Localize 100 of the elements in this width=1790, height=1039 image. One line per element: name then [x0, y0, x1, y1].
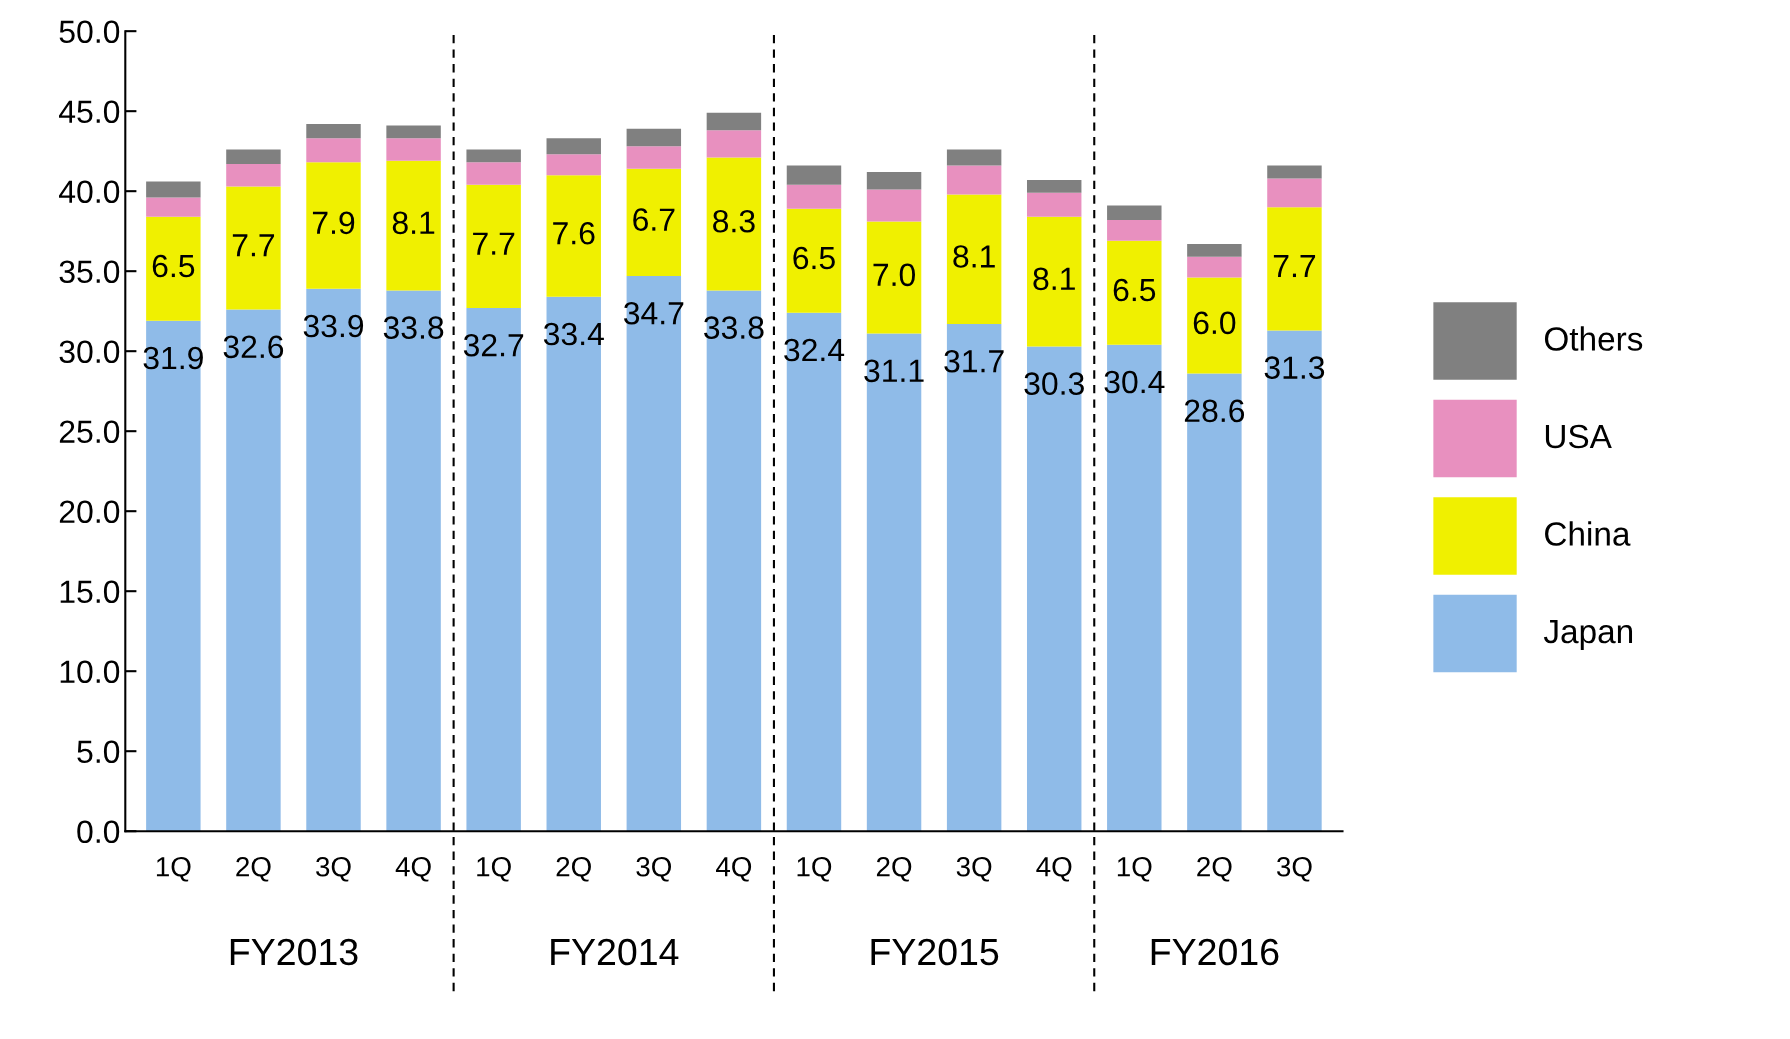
- bar: [786, 184, 842, 209]
- bar: [1187, 243, 1242, 257]
- bar: [146, 197, 201, 217]
- x-tick-label: 3Q: [1276, 856, 1312, 882]
- data-label: 7.9: [312, 211, 355, 235]
- x-tick-label: 2Q: [236, 856, 271, 882]
- bar: [466, 149, 521, 163]
- y-tick-label: 10.0: [60, 660, 120, 684]
- bar: [866, 333, 922, 832]
- bar: [146, 216, 201, 321]
- data-label: 8.1: [392, 211, 435, 235]
- x-tick-label: 4Q: [716, 856, 752, 882]
- bar: [1267, 165, 1322, 179]
- legend-label: China: [1545, 521, 1631, 546]
- data-label: 31.9: [143, 346, 203, 370]
- x-tick-label: 1Q: [477, 856, 511, 882]
- x-tick-label: 4Q: [395, 856, 431, 882]
- y-tick-label: 30.0: [59, 340, 120, 364]
- y-tick-label: 35.0: [59, 260, 120, 284]
- data-label: 7.6: [553, 221, 595, 245]
- data-label: 30.4: [1104, 370, 1165, 394]
- text: FY2013: [230, 938, 358, 966]
- bar: [146, 181, 201, 198]
- bar: [866, 189, 922, 222]
- bar: [306, 138, 361, 163]
- data-label: 33.4: [543, 322, 604, 346]
- bar: [786, 165, 842, 185]
- data-label: 33.9: [303, 314, 364, 338]
- bar: [306, 162, 361, 289]
- bar: [946, 194, 1002, 324]
- x-tick-label: 2Q: [876, 856, 912, 882]
- data-label: 32.7: [463, 333, 524, 357]
- data-label: 31.3: [1264, 356, 1325, 379]
- bar: [1187, 256, 1242, 278]
- bar: [786, 312, 842, 832]
- bar: [786, 208, 842, 313]
- bar: [546, 138, 601, 155]
- x-tick-label: 1Q: [156, 856, 191, 882]
- bar: [386, 138, 441, 161]
- data-label: 6.5: [152, 254, 195, 278]
- data-label: 6.5: [1113, 278, 1156, 302]
- bar: [1026, 216, 1082, 347]
- bar: [866, 171, 922, 190]
- bar: [946, 323, 1002, 832]
- data-label: 8.1: [1033, 267, 1075, 291]
- bar: [1187, 277, 1242, 374]
- data-label: 30.3: [1024, 372, 1084, 395]
- x-tick-label: 2Q: [556, 856, 591, 882]
- bar: [706, 290, 762, 832]
- bar: [1107, 219, 1162, 241]
- data-label: 6.0: [1193, 311, 1236, 335]
- bar: [1107, 205, 1162, 220]
- x-tick-label: 3Q: [956, 856, 992, 882]
- data-label: 32.6: [223, 335, 284, 359]
- data-label: 8.1: [953, 245, 995, 268]
- x-tick-label: 1Q: [1117, 856, 1152, 882]
- y-tick-label: 50.0: [59, 20, 120, 44]
- x-tick-label: 2Q: [1197, 856, 1232, 882]
- text: FY2016: [1151, 938, 1279, 966]
- data-label: 28.6: [1184, 399, 1245, 423]
- bar: [1267, 178, 1322, 208]
- bar: [1026, 192, 1082, 217]
- x-tick-label: 4Q: [1036, 856, 1072, 882]
- data-label: 31.7: [944, 349, 1004, 373]
- data-label: 7.7: [473, 232, 515, 255]
- bar: [386, 125, 441, 139]
- data-label: 7.0: [873, 263, 916, 287]
- legend-label: USA: [1545, 424, 1612, 449]
- legend-label: Japan: [1543, 620, 1633, 650]
- bar: [1026, 346, 1082, 832]
- y-tick-label: 25.0: [59, 420, 120, 444]
- bar: [1187, 373, 1242, 832]
- x-tick-label: 3Q: [636, 856, 672, 882]
- data-label: 34.7: [623, 301, 684, 325]
- bar: [946, 165, 1002, 195]
- x-tick-label: 1Q: [797, 856, 832, 882]
- text: FY2014: [551, 938, 679, 966]
- data-label: 6.7: [633, 208, 675, 231]
- bar: [386, 160, 441, 291]
- x-tick-label: 3Q: [316, 856, 351, 882]
- y-tick-label: 40.0: [59, 180, 120, 204]
- bar: [226, 163, 281, 187]
- text: FY2015: [871, 938, 999, 966]
- bar: [706, 157, 762, 291]
- data-label: 31.1: [864, 359, 924, 383]
- y-tick-label: 15.0: [60, 580, 120, 604]
- data-label: 6.5: [793, 246, 835, 270]
- bar: [1026, 179, 1082, 193]
- data-label: 33.8: [383, 316, 444, 339]
- data-label: 33.8: [704, 316, 764, 339]
- bar: [626, 168, 682, 276]
- bar: [466, 162, 521, 185]
- bar: [866, 221, 922, 334]
- bar: [226, 186, 281, 310]
- data-label: 7.7: [232, 234, 275, 257]
- bar: [306, 123, 361, 139]
- bar: [1267, 207, 1322, 331]
- bar: [626, 146, 682, 169]
- bar: [226, 149, 281, 164]
- bar: [466, 307, 521, 832]
